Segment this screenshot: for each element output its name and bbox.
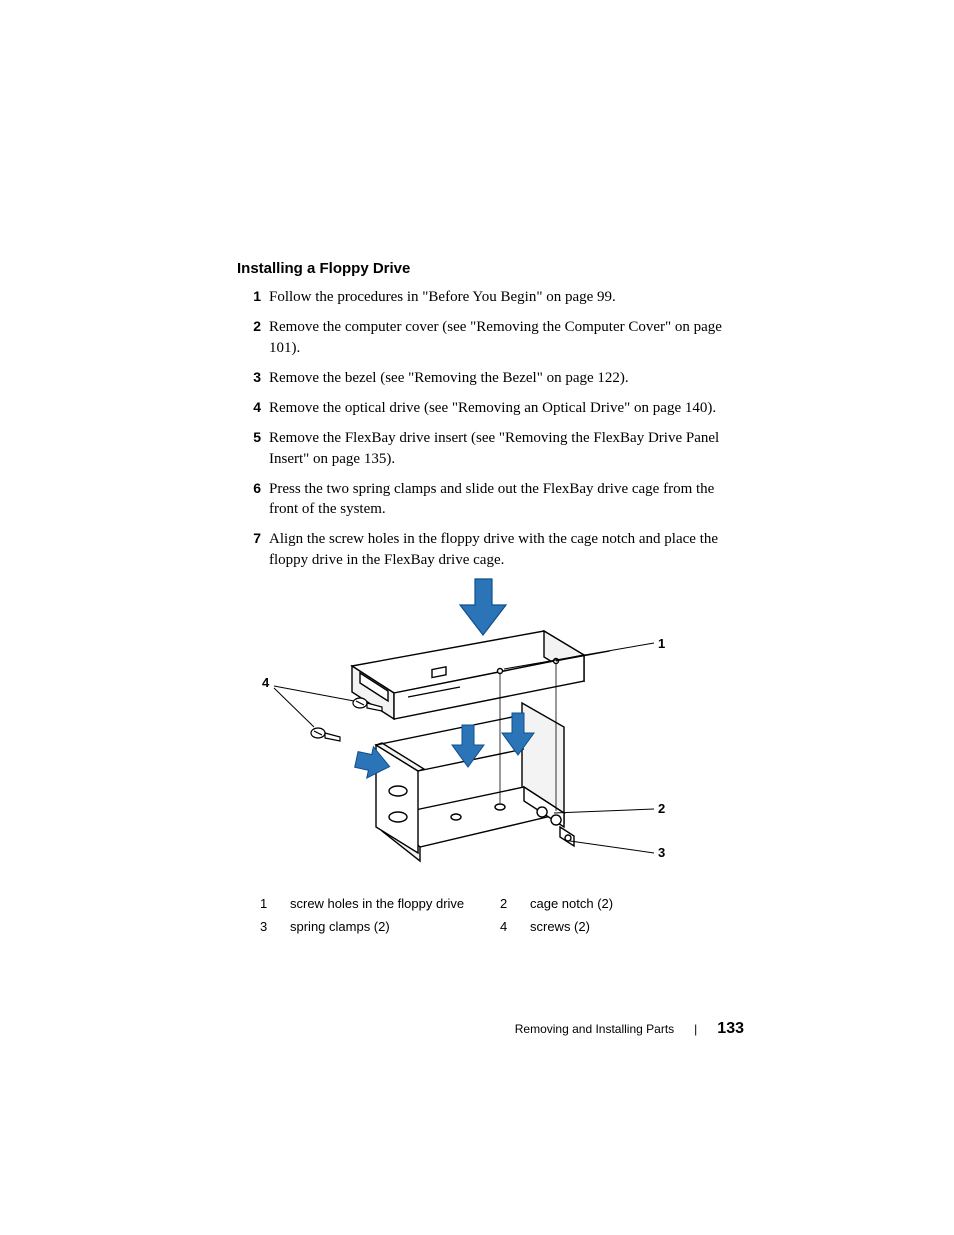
step-text: Press the two spring clamps and slide ou… bbox=[269, 481, 714, 517]
step-item: 2 Remove the computer cover (see "Removin… bbox=[237, 317, 737, 358]
step-item: 1 Follow the procedures in "Before You Be… bbox=[237, 287, 737, 307]
screw-icon bbox=[311, 728, 340, 741]
step-item: 5 Remove the FlexBay drive insert (see "R… bbox=[237, 428, 737, 469]
chapter-title: Removing and Installing Parts bbox=[515, 1022, 674, 1036]
legend-num: 3 bbox=[260, 919, 290, 934]
legend-num: 4 bbox=[500, 919, 530, 934]
legend-num: 1 bbox=[260, 896, 290, 911]
callout-3: 3 bbox=[570, 841, 665, 860]
legend-label: spring clamps (2) bbox=[290, 919, 500, 934]
step-number: 1 bbox=[237, 287, 261, 306]
callouts-legend: 1 screw holes in the floppy drive 2 cage… bbox=[260, 896, 700, 942]
step-item: 4 Remove the optical drive (see "Removing… bbox=[237, 398, 737, 418]
floppy-drive bbox=[352, 631, 584, 719]
callout-label-1: 1 bbox=[658, 636, 665, 651]
callout-label-3: 3 bbox=[658, 845, 665, 860]
arrow-down-small-icon bbox=[452, 725, 484, 767]
step-number: 2 bbox=[237, 317, 261, 336]
manual-page: Installing a Floppy Drive 1 Follow the pr… bbox=[0, 0, 954, 1235]
callout-label-2: 2 bbox=[658, 801, 665, 816]
callout-2: 2 bbox=[554, 801, 665, 816]
step-number: 3 bbox=[237, 368, 261, 387]
legend-label: screw holes in the floppy drive bbox=[290, 896, 500, 911]
callout-label-4: 4 bbox=[262, 675, 270, 690]
step-text: Follow the procedures in "Before You Beg… bbox=[269, 289, 616, 305]
step-number: 6 bbox=[237, 479, 261, 498]
step-text: Remove the optical drive (see "Removing … bbox=[269, 400, 716, 416]
step-item: 6 Press the two spring clamps and slide o… bbox=[237, 479, 737, 520]
step-text: Remove the FlexBay drive insert (see "Re… bbox=[269, 430, 719, 466]
legend-row: 3 spring clamps (2) 4 screws (2) bbox=[260, 919, 700, 934]
step-text: Remove the bezel (see "Removing the Beze… bbox=[269, 370, 629, 386]
page-footer: Removing and Installing Parts | 133 bbox=[515, 1020, 744, 1038]
section-heading: Installing a Floppy Drive bbox=[237, 260, 737, 277]
footer-separator: | bbox=[694, 1022, 697, 1036]
drive-cage bbox=[376, 703, 574, 861]
step-number: 5 bbox=[237, 428, 261, 447]
legend-row: 1 screw holes in the floppy drive 2 cage… bbox=[260, 896, 700, 911]
step-item: 3 Remove the bezel (see "Removing the Bez… bbox=[237, 368, 737, 388]
page-number: 133 bbox=[717, 1020, 744, 1038]
legend-label: cage notch (2) bbox=[530, 896, 700, 911]
diagram-svg: 1 4 bbox=[260, 555, 670, 875]
content-block: Installing a Floppy Drive 1 Follow the pr… bbox=[237, 260, 737, 580]
assembly-diagram: 1 4 bbox=[260, 555, 670, 875]
arrow-down-icon bbox=[460, 579, 506, 635]
step-number: 7 bbox=[237, 529, 261, 548]
steps-list: 1 Follow the procedures in "Before You Be… bbox=[237, 287, 737, 570]
step-text: Remove the computer cover (see "Removing… bbox=[269, 319, 722, 355]
step-number: 4 bbox=[237, 398, 261, 417]
legend-label: screws (2) bbox=[530, 919, 700, 934]
legend-num: 2 bbox=[500, 896, 530, 911]
